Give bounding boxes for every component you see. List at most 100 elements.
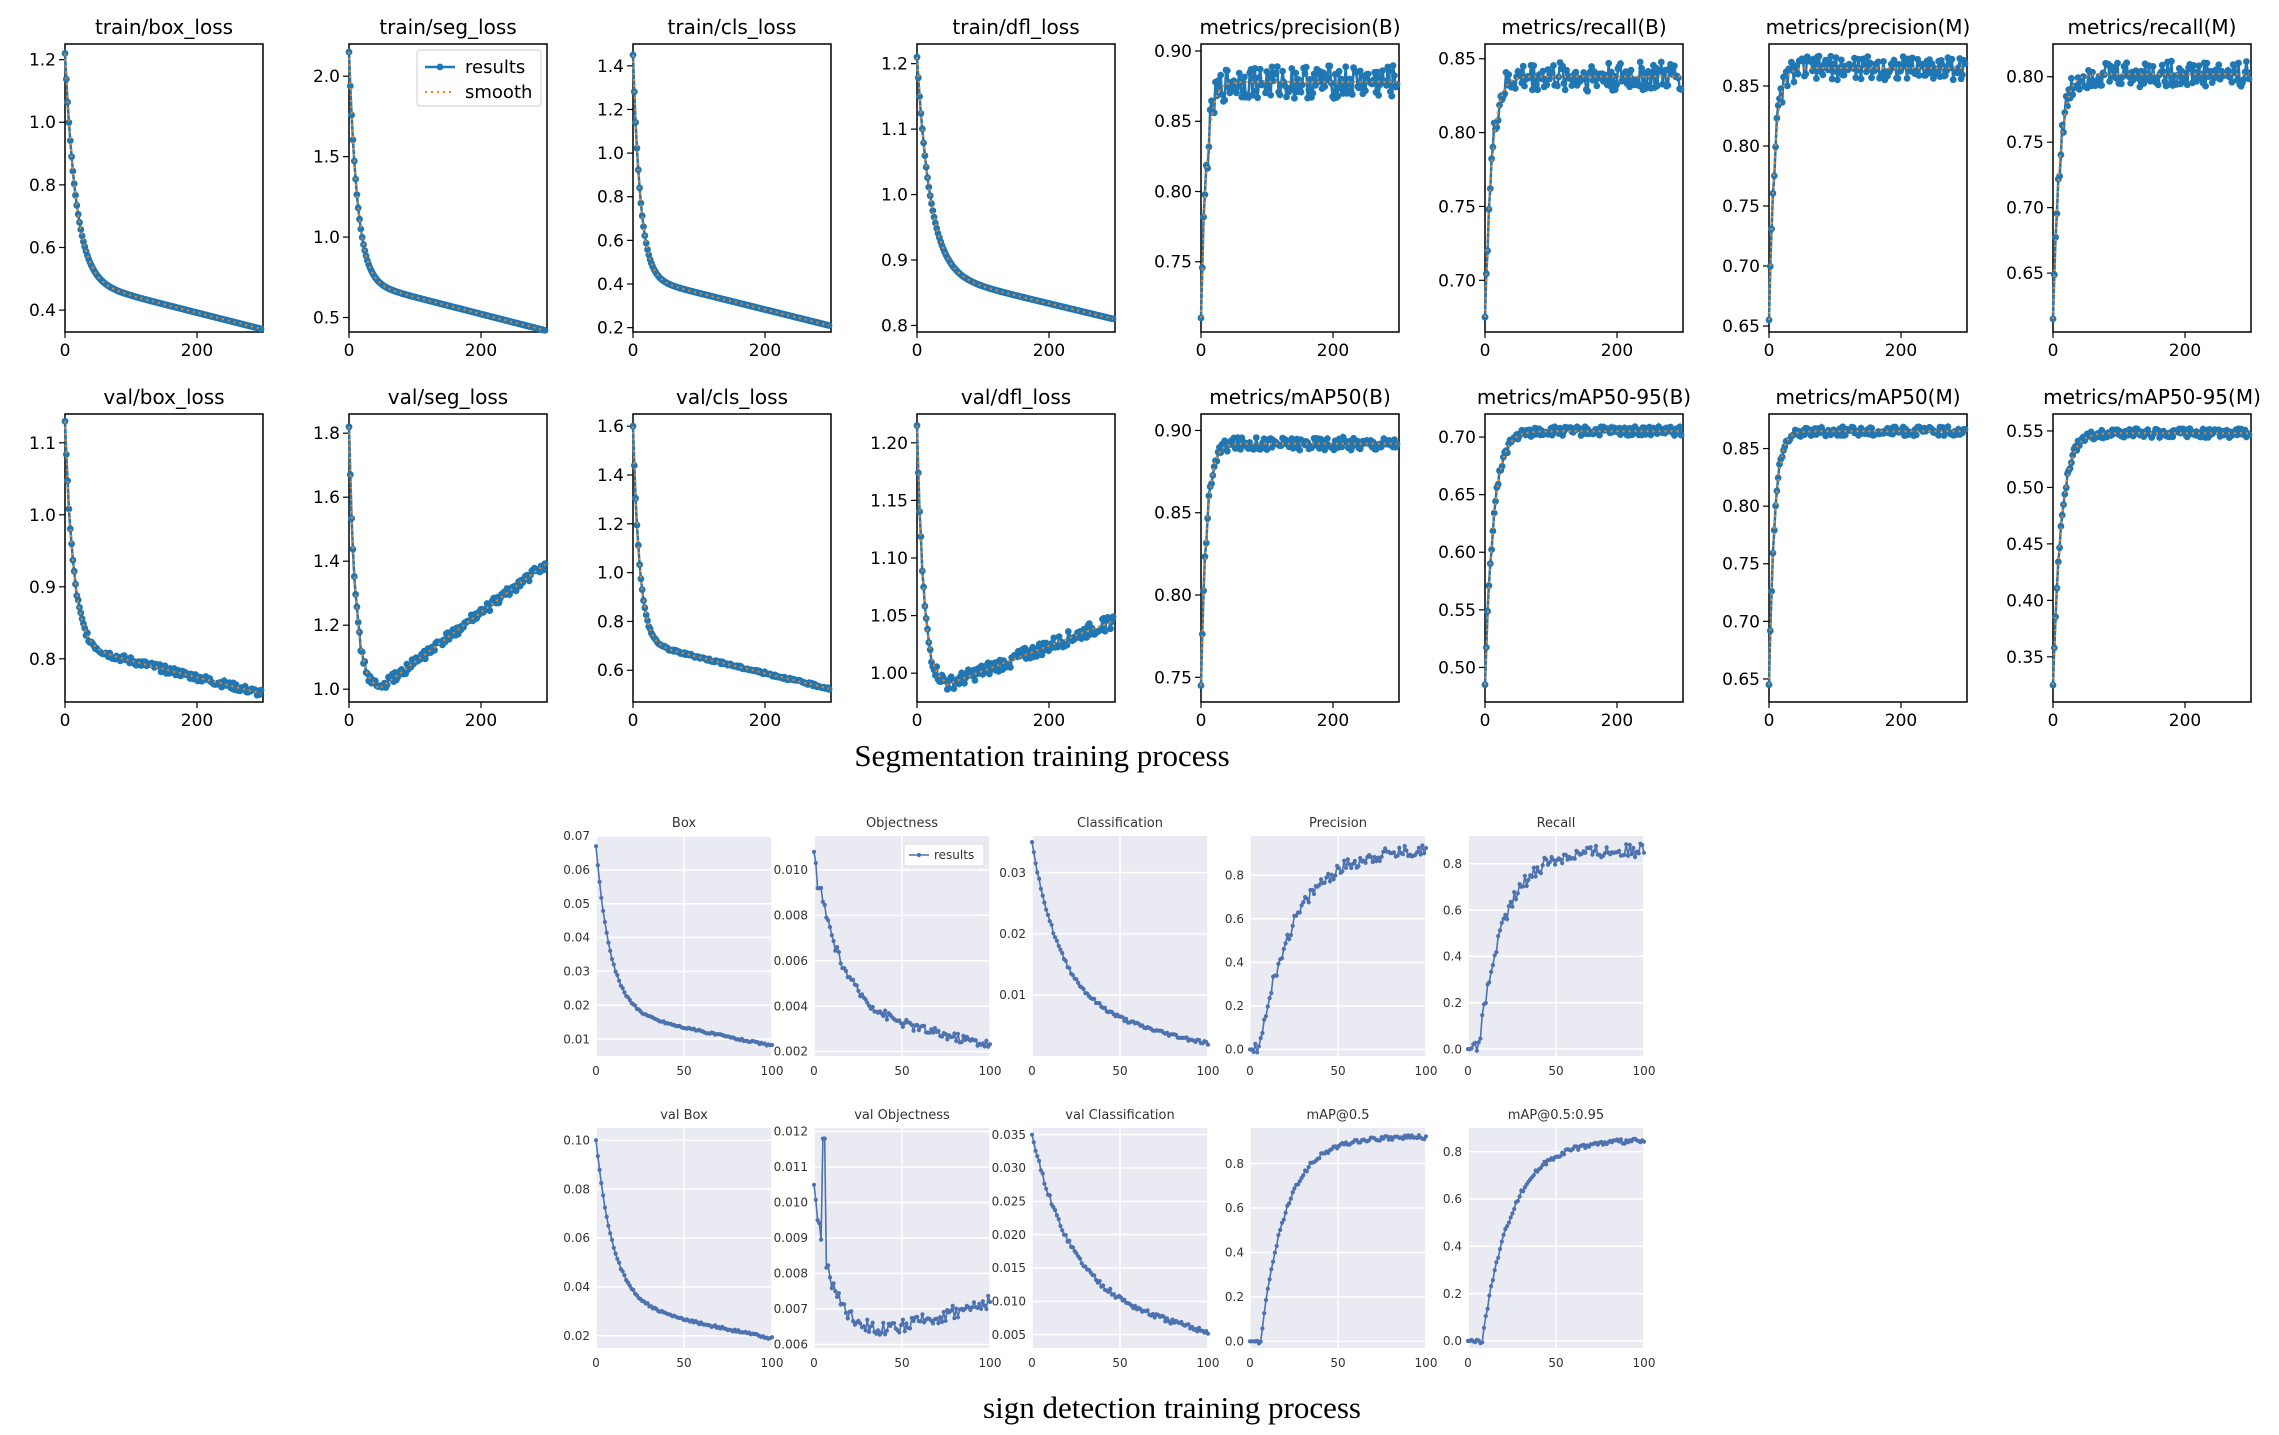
data-point: [1054, 938, 1059, 944]
y-tick-label: 0.04: [563, 931, 590, 945]
x-tick-label: 100: [1197, 1356, 1220, 1370]
data-point: [1486, 185, 1494, 193]
y-tick-label: 1.20: [870, 434, 908, 454]
data-point: [1221, 96, 1229, 104]
y-tick-label: 0.8: [1225, 868, 1244, 882]
y-tick-label: 0.70: [1722, 257, 1760, 277]
data-point: [831, 1281, 836, 1286]
x-tick-label: 100: [1197, 1064, 1220, 1078]
data-point: [1283, 1210, 1288, 1215]
data-point: [2202, 82, 2210, 90]
data-point: [1497, 1246, 1503, 1252]
data-point: [971, 677, 979, 684]
data-point: [66, 525, 74, 533]
data-point: [601, 908, 606, 914]
data-point: [346, 82, 354, 90]
chart-panel-val-box: val Box 0.02 0.04 0.06 0.08 0.10 0 50 100: [563, 1108, 783, 1370]
data-point: [1547, 860, 1552, 865]
data-point: [1498, 462, 1506, 470]
data-point: [911, 1028, 916, 1033]
data-point: [822, 902, 827, 908]
detection-caption: sign detection training process: [983, 1390, 1361, 1425]
data-point: [1397, 845, 1402, 851]
y-tick-label: 0.025: [992, 1195, 1026, 1209]
data-point: [1044, 907, 1049, 912]
data-point: [899, 1322, 904, 1328]
data-point: [1799, 57, 1807, 65]
x-tick-label: 0: [628, 341, 639, 361]
data-point: [2190, 62, 2198, 69]
data-point: [2203, 59, 2211, 67]
data-point: [1319, 69, 1327, 77]
x-tick-label: 0: [60, 711, 71, 731]
data-point: [926, 646, 934, 654]
x-tick-label: 200: [1601, 341, 1633, 361]
chart-panel-val-objectness: val Objectness 0.006 0.007 0.008 0.009 0.010 0…: [774, 1108, 1002, 1370]
data-point: [1109, 613, 1117, 621]
data-point: [1631, 845, 1636, 850]
smooth-series-line: [916, 425, 1114, 686]
data-point: [2057, 151, 2065, 159]
data-point: [1342, 858, 1347, 863]
chart-title: val Box: [660, 1108, 708, 1123]
data-point: [900, 1317, 906, 1322]
legend-results-label: results: [934, 848, 974, 862]
data-point: [2068, 74, 2075, 82]
y-tick-label: 1.4: [597, 466, 624, 486]
x-tick-label: 200: [1033, 341, 1065, 361]
data-point: [1588, 63, 1595, 70]
data-point: [1772, 143, 1779, 151]
data-point: [1201, 191, 1209, 199]
data-point: [1070, 1245, 1075, 1250]
y-tick-label: 1.0: [313, 680, 340, 700]
y-tick-label: 0.6: [1225, 1201, 1244, 1215]
legend-results-label: results: [465, 57, 525, 78]
data-point: [914, 74, 922, 82]
data-point: [1056, 1217, 1061, 1222]
data-point: [1544, 857, 1549, 862]
data-point: [920, 139, 927, 147]
plot-area: [64, 413, 264, 703]
data-point: [1671, 62, 1678, 70]
data-point: [1054, 1213, 1059, 1218]
data-point: [1265, 1004, 1270, 1009]
data-point: [1241, 73, 1248, 81]
data-point: [1773, 114, 1781, 122]
data-point: [1276, 1233, 1281, 1238]
data-point: [829, 1286, 834, 1291]
data-point: [1832, 54, 1840, 61]
data-point: [915, 1022, 920, 1028]
data-point: [1266, 70, 1273, 78]
y-tick-label: 0.005: [992, 1328, 1026, 1342]
x-tick-label: 200: [181, 341, 213, 361]
data-point: [1267, 1277, 1272, 1282]
x-tick-label: 200: [1317, 341, 1349, 361]
data-point: [1589, 77, 1597, 84]
data-point: [1301, 900, 1306, 905]
data-point: [2129, 76, 2137, 84]
x-tick-label: 0: [810, 1064, 818, 1078]
y-tick-label: 1.0: [881, 185, 908, 205]
data-point: [2158, 61, 2166, 69]
y-tick-label: 1.05: [870, 607, 908, 627]
data-point: [1317, 1156, 1322, 1161]
data-point: [1838, 56, 1845, 64]
data-point: [1526, 877, 1531, 883]
x-tick-label: 50: [1548, 1064, 1563, 1078]
data-point: [1297, 910, 1302, 915]
data-point: [1593, 82, 1601, 90]
data-point: [1636, 58, 1644, 66]
data-point: [977, 1301, 982, 1306]
data-point: [1289, 83, 1297, 91]
data-point: [1784, 82, 1791, 90]
data-point: [1031, 850, 1036, 855]
data-point: [1915, 72, 1923, 79]
data-point: [1356, 864, 1361, 869]
y-tick-label: 0.55: [2006, 422, 2044, 442]
x-tick-label: 100: [1633, 1356, 1656, 1370]
data-point: [1497, 928, 1503, 933]
data-point: [1273, 63, 1281, 70]
x-tick-label: 200: [1601, 711, 1633, 731]
x-tick-label: 0: [1246, 1064, 1254, 1078]
data-point: [1517, 68, 1524, 76]
